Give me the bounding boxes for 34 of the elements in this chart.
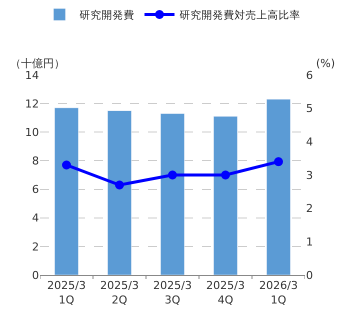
y-tick-label: 14 <box>25 68 39 82</box>
x-tick-label: 2025/3 1Q <box>47 279 86 306</box>
x-tick-label: 2026/3 1Q <box>259 279 298 306</box>
y2-tick-label: 3 <box>306 168 313 182</box>
x-tick-label: 2025/3 4Q <box>206 279 245 306</box>
y-tick-label: 12 <box>25 97 39 110</box>
y-tick-label: 6 <box>32 183 39 196</box>
point <box>115 180 124 190</box>
y2-tick-label: 0 <box>306 268 313 282</box>
x-tick-label: 2025/3 2Q <box>100 279 139 306</box>
y2-tick-label: 6 <box>306 68 313 82</box>
y-tick-label: 10 <box>25 126 39 139</box>
bar <box>266 99 291 275</box>
y-axis-title: （十億円） <box>10 57 65 70</box>
y2-tick-label: 4 <box>306 136 313 149</box>
bar <box>160 113 185 275</box>
y-tick-label: 2 <box>32 240 39 254</box>
point <box>221 170 230 180</box>
bar <box>213 116 238 275</box>
y-tick-label: 4 <box>32 212 39 225</box>
y2-axis-title: (%) <box>316 57 336 70</box>
y2-tick-label: 2 <box>306 202 313 216</box>
y-tick-label: 8 <box>32 154 39 168</box>
bar <box>54 108 79 275</box>
legend-label: 研究開発費 <box>80 8 134 22</box>
y-tick-label: 0 <box>32 268 39 282</box>
x-tick-label: 2025/3 3Q <box>153 279 192 306</box>
legend-label: 研究開発費対売上高比率 <box>180 8 300 22</box>
bar <box>107 110 132 275</box>
y2-tick-label: 1 <box>306 236 313 249</box>
point <box>168 170 177 180</box>
y2-tick-label: 5 <box>306 102 313 116</box>
point <box>62 160 71 170</box>
point <box>274 157 283 166</box>
